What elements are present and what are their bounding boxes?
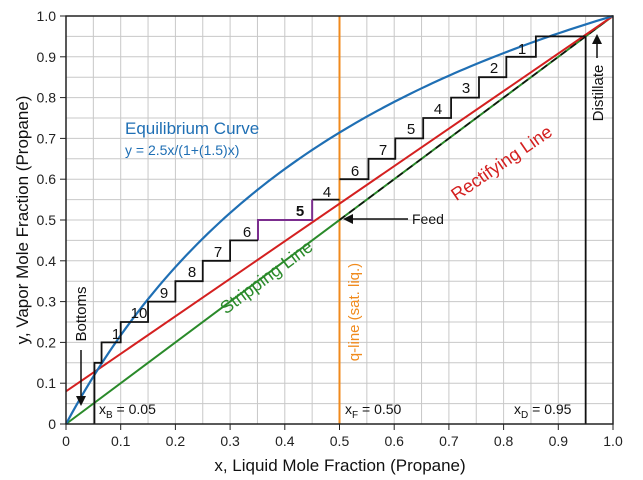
x-tick-label: 0.3 [220, 433, 240, 449]
y-tick-label: 0.4 [37, 253, 57, 269]
bottoms-label: Bottoms [73, 286, 90, 341]
x-axis-label: x, Liquid Mole Fraction (Propane) [214, 456, 465, 475]
x-tick-label: 0.5 [330, 433, 350, 449]
y-tick-label: 0.1 [37, 375, 57, 391]
y-tick-label: 1.0 [37, 8, 57, 24]
stage-label: 6 [351, 163, 359, 180]
rectifying-label: Rectifying Line [447, 121, 556, 204]
staircase-highlight-stage [256, 199, 314, 241]
stage-label: 4 [323, 184, 331, 201]
stage-label: 4 [434, 101, 442, 118]
equilibrium-formula: y = 2.5x/(1+(1.5)x) [125, 142, 239, 158]
y-tick-label: 0.5 [37, 212, 57, 228]
stage-label: 2 [490, 60, 498, 77]
xd-label: xD = 0.95 [514, 401, 572, 421]
x-tick-label: 0.9 [549, 433, 569, 449]
plot-frame [65, 15, 614, 425]
stage-label: 5 [296, 203, 304, 220]
stage-label: 7 [214, 244, 222, 261]
stage-label: 5 [407, 121, 415, 138]
x-tick-label: 0 [62, 433, 70, 449]
y-tick-label: 0 [48, 416, 56, 432]
stage-label: 1 [112, 326, 120, 343]
x-tick-label: 0.4 [275, 433, 295, 449]
y-tick-label: 0.3 [37, 294, 57, 310]
stage-label: 9 [160, 285, 168, 302]
y-axis-label: y, Vapor Mole Fraction (Propane) [13, 96, 32, 345]
x-tick-label: 0.8 [494, 433, 514, 449]
xb-label: xB = 0.05 [99, 401, 156, 421]
distillate-label: Distillate [590, 65, 607, 122]
stage-label: 10 [131, 305, 148, 322]
stage-label: 8 [188, 264, 196, 281]
y-tick-label: 0.7 [37, 130, 57, 146]
y-tick-label: 0.8 [37, 90, 57, 106]
rectifying-line [65, 15, 614, 393]
y-tick-label: 0.6 [37, 171, 57, 187]
y-tick-label: 0.9 [37, 49, 57, 65]
stage-label: 6 [243, 224, 251, 241]
staircase-stripping [93, 239, 258, 424]
diagonal-dashed-line [339, 15, 614, 221]
x-tick-label: 0.2 [166, 433, 186, 449]
stage-label: 1 [518, 41, 526, 58]
y-tick-label: 0.2 [37, 334, 57, 350]
plot-lines [65, 14, 614, 425]
x-tick-label: 0.6 [384, 433, 404, 449]
stage-label: 7 [379, 142, 387, 159]
feed-label: Feed [412, 211, 444, 227]
equilibrium-curve [65, 14, 614, 425]
staircase-rectifying [339, 35, 586, 181]
stage-label: 3 [462, 80, 470, 97]
x-tick-label: 0.7 [439, 433, 459, 449]
x-tick-label: 1.0 [603, 433, 623, 449]
axis-ticks: 0 0.1 0.2 0.3 0.4 0.5 0.6 0.7 0.8 0.9 1.0 0 0.1 0.2 0.… [37, 8, 623, 449]
stage-labels: 1 2 3 4 5 7 6 4 5 6 7 8 9 10 1 [112, 41, 526, 343]
q-line-label: q-line (sat. liq.) [346, 263, 363, 361]
x-tick-label: 0.1 [111, 433, 131, 449]
xf-label: xF = 0.50 [345, 401, 402, 421]
equilibrium-label: Equilibrium Curve [125, 119, 259, 138]
